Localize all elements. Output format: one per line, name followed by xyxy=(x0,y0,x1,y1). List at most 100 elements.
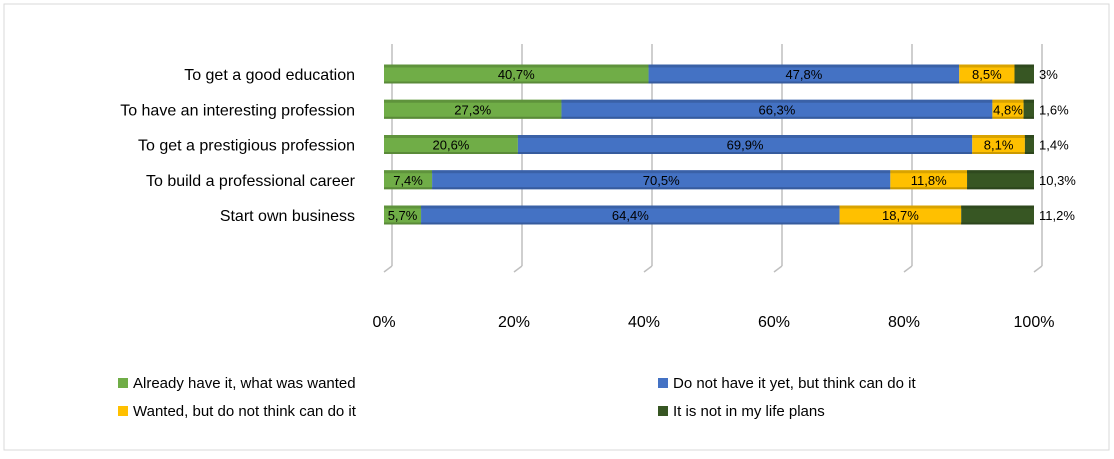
bar-segment xyxy=(384,205,422,225)
bar-segment-bottom xyxy=(432,187,891,190)
data-label: 11,2% xyxy=(1039,208,1075,223)
bar-segment-bottom xyxy=(1024,152,1034,154)
data-label: 47,8% xyxy=(785,67,822,82)
bar-segment xyxy=(992,99,1024,119)
bar-segment-top xyxy=(384,170,433,174)
bar-segment-top xyxy=(384,64,649,68)
bar-segment-top xyxy=(1023,99,1034,103)
bar-segment-bottom xyxy=(384,222,422,225)
bar-segment-top xyxy=(432,170,891,174)
bar-segment-top xyxy=(972,135,1025,138)
data-label: 66,3% xyxy=(758,102,795,117)
bar-segment-bottom xyxy=(384,152,518,154)
bar-segment xyxy=(561,99,993,119)
bar-segment-bottom xyxy=(961,222,1034,225)
data-label: 20,6% xyxy=(433,138,470,153)
legend-label: Wanted, but do not think can do it xyxy=(133,403,357,420)
data-label: 5,7% xyxy=(388,208,418,223)
bar-segment xyxy=(517,135,973,154)
bar-segment-bottom xyxy=(967,187,1034,190)
bar-segment xyxy=(1023,99,1034,119)
bar-segment-top xyxy=(517,135,973,138)
x-tick-label: 80% xyxy=(888,314,920,331)
legend-label: Do not have it yet, but think can do it xyxy=(673,375,916,392)
bar-segment xyxy=(972,135,1025,154)
gridline-floor xyxy=(383,265,393,273)
data-label: 11,8% xyxy=(911,173,947,188)
bar-segment xyxy=(1024,135,1034,154)
bar-segment-top xyxy=(961,205,1034,209)
bar-segment-bottom xyxy=(384,187,433,190)
bar-segment xyxy=(384,135,518,154)
gridline-floor xyxy=(643,265,653,273)
bar-segment xyxy=(384,99,562,119)
bar-segment-bottom xyxy=(648,81,960,84)
legend-label: Already have it, what was wanted xyxy=(133,375,356,392)
bar-segment-top xyxy=(959,64,1015,68)
bar-segment xyxy=(1014,64,1034,84)
bar-segment-top xyxy=(890,170,968,174)
bar-segment-top xyxy=(967,170,1034,174)
bar-segment-top xyxy=(648,64,960,68)
x-tick-label: 60% xyxy=(758,314,790,331)
legend-swatch xyxy=(658,406,668,416)
x-tick-label: 40% xyxy=(628,314,660,331)
bar-segment-bottom xyxy=(384,116,562,119)
legend-swatch xyxy=(118,406,128,416)
legend-swatch xyxy=(118,378,128,388)
bar-segment-bottom xyxy=(1023,116,1034,119)
bar-segment xyxy=(967,170,1034,190)
gridline-floor xyxy=(903,265,913,273)
bar-segment-bottom xyxy=(972,152,1025,154)
data-label: 7,4% xyxy=(393,173,423,188)
bar-segment-bottom xyxy=(1014,81,1034,84)
x-tick-label: 100% xyxy=(1014,314,1055,331)
category-label: To build a professional career xyxy=(146,173,356,190)
data-label: 18,7% xyxy=(882,208,919,223)
x-tick-label: 0% xyxy=(372,314,395,331)
legend-swatch xyxy=(658,378,668,388)
bar-segment-bottom xyxy=(992,116,1024,119)
x-tick-label: 20% xyxy=(498,314,530,331)
bar-segment-top xyxy=(421,205,840,209)
category-label: Start own business xyxy=(220,208,355,225)
legend-label: It is not in my life plans xyxy=(673,403,825,420)
data-label: 8,1% xyxy=(984,138,1014,153)
data-label: 3% xyxy=(1039,67,1058,82)
bar-segment-top xyxy=(839,205,962,209)
category-label: To get a prestigious profession xyxy=(138,138,355,155)
bar-segment-top xyxy=(384,135,518,138)
category-label: To get a good education xyxy=(184,67,355,84)
bar-segment xyxy=(432,170,891,190)
data-label: 8,5% xyxy=(972,67,1002,82)
data-label: 69,9% xyxy=(727,138,764,153)
bar-segment-top xyxy=(384,205,422,209)
bar-segment xyxy=(839,205,962,225)
data-label: 1,4% xyxy=(1039,138,1069,153)
bar-segment xyxy=(384,64,649,84)
data-label: 10,3% xyxy=(1039,173,1076,188)
bar-segment xyxy=(421,205,840,225)
bar-segment-bottom xyxy=(421,222,840,225)
data-label: 64,4% xyxy=(612,208,649,223)
bar-segment-bottom xyxy=(561,116,993,119)
gridline-floor xyxy=(773,265,783,273)
bar-segment-top xyxy=(561,99,993,103)
bar-segment xyxy=(890,170,968,190)
data-label: 1,6% xyxy=(1039,102,1069,117)
data-label: 40,7% xyxy=(498,67,535,82)
bar-segment-top xyxy=(992,99,1024,103)
data-label: 70,5% xyxy=(643,173,680,188)
bar-segment-bottom xyxy=(890,187,968,190)
data-label: 27,3% xyxy=(454,102,491,117)
data-label: 4,8% xyxy=(993,102,1023,117)
gridline-floor xyxy=(1033,265,1043,273)
bar-segment-bottom xyxy=(384,81,649,84)
bar-segment xyxy=(959,64,1015,84)
category-label: To have an interesting profession xyxy=(120,102,355,119)
bar-segment xyxy=(384,170,433,190)
bar-segment-bottom xyxy=(839,222,962,225)
bar-segment xyxy=(648,64,960,84)
